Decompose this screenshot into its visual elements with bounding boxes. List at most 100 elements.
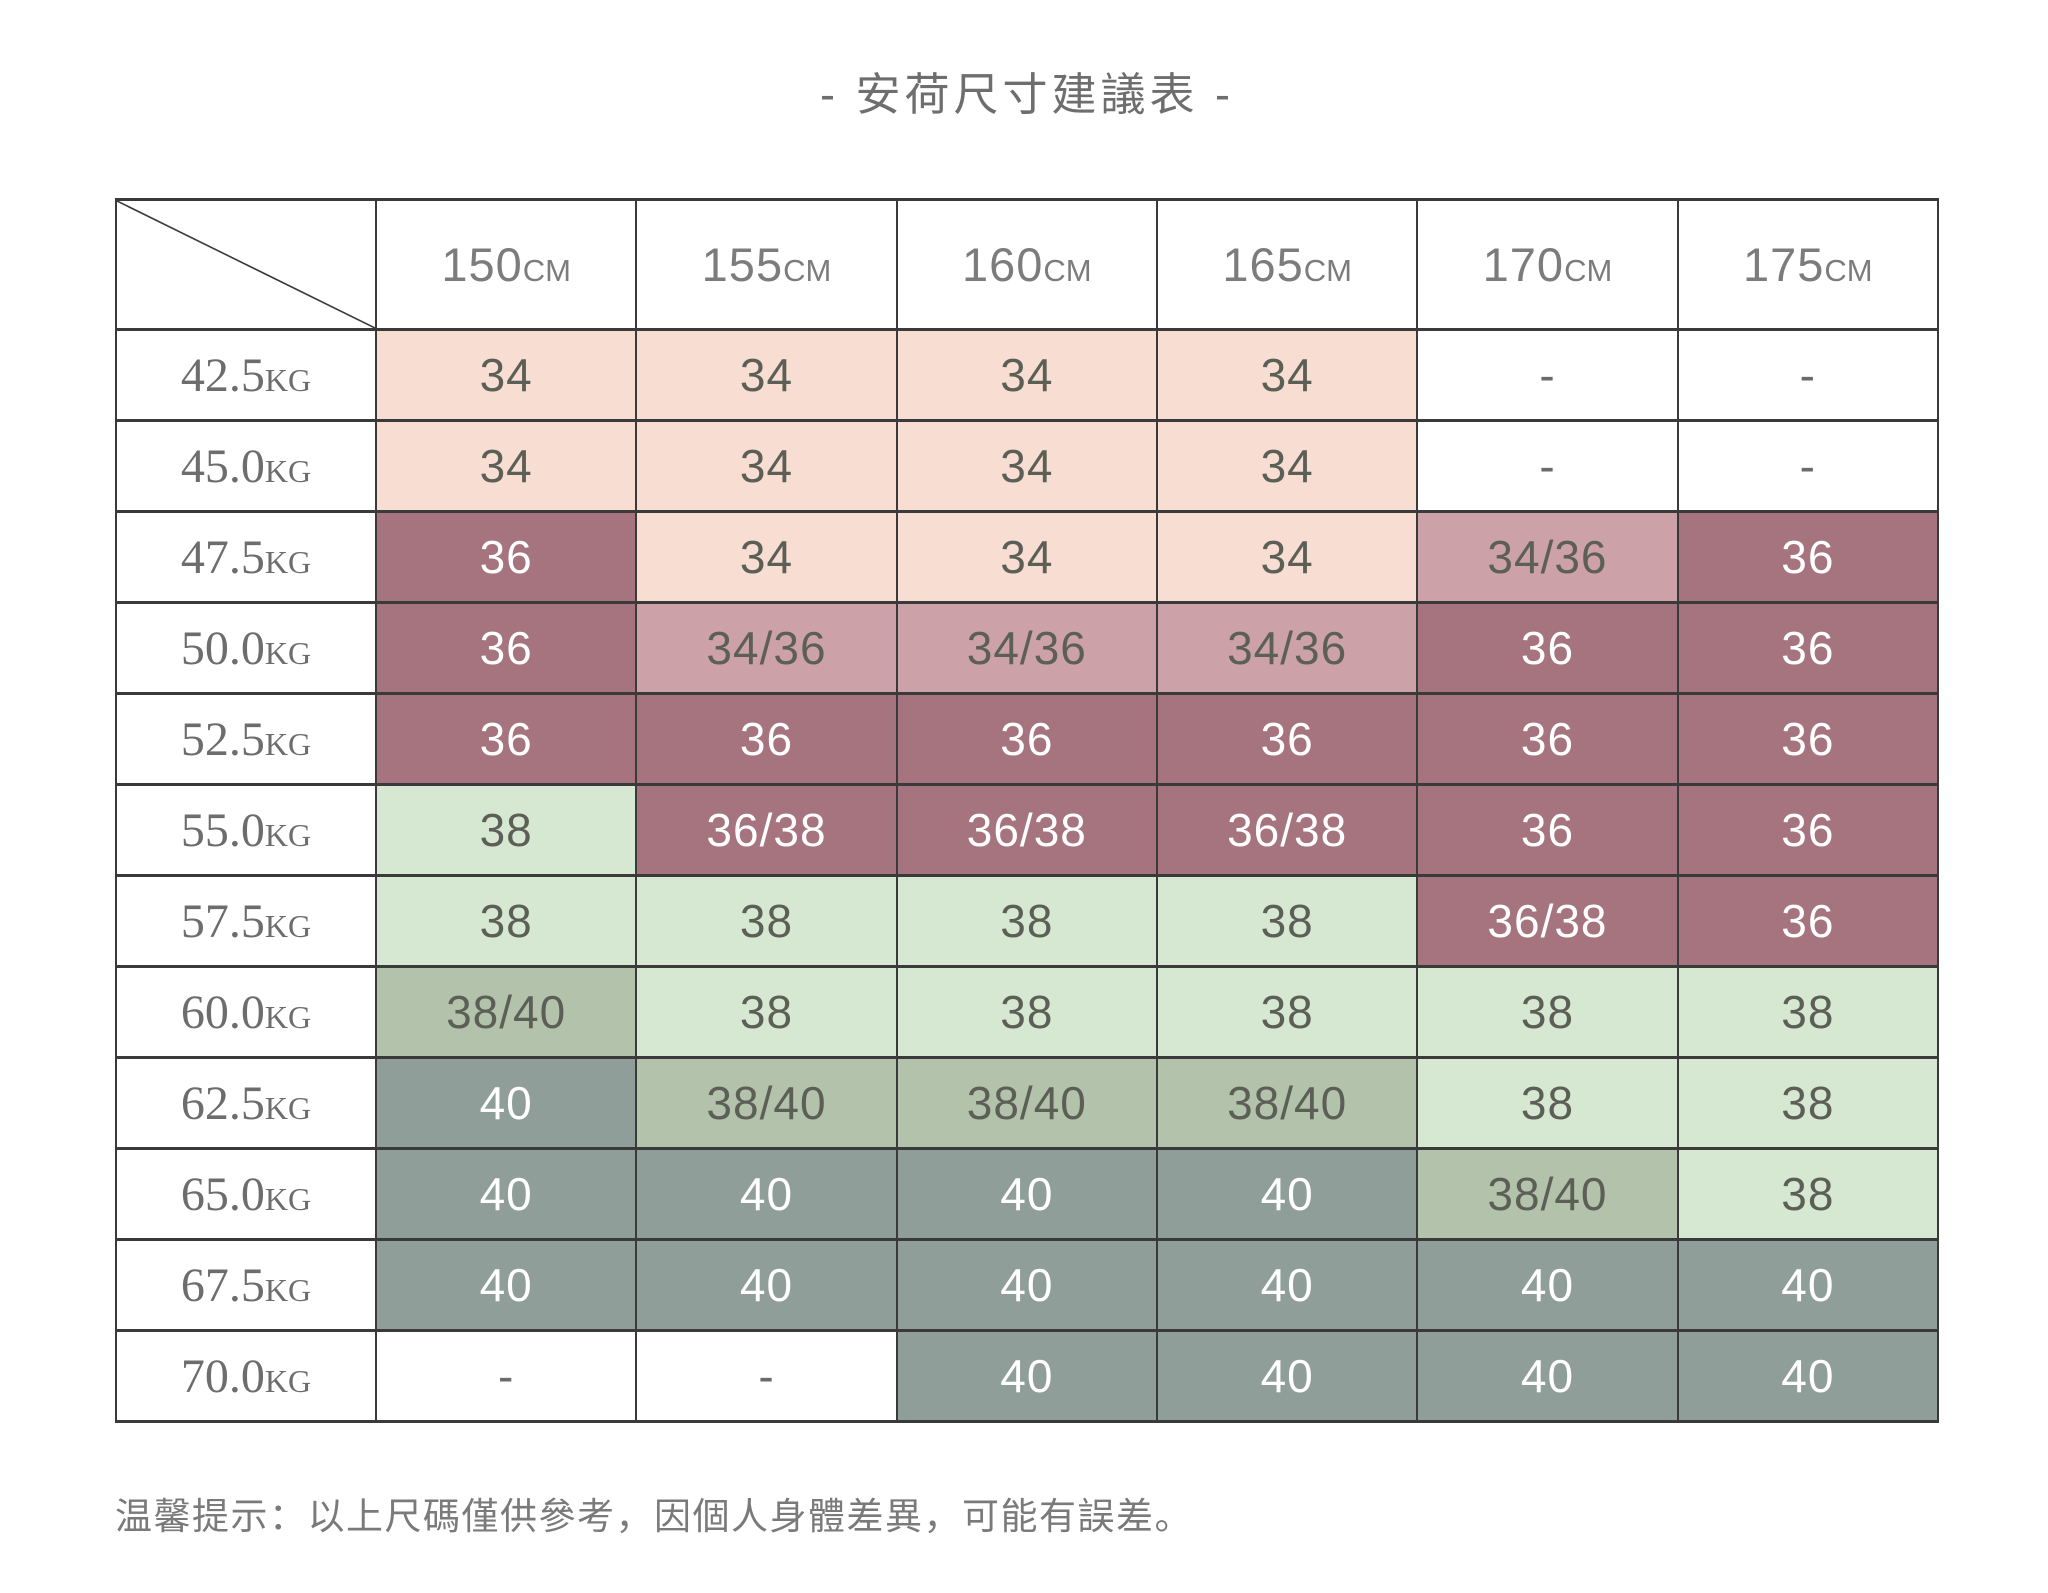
size-cell: 38 [895,874,1158,968]
size-cell: 34/36 [1155,601,1419,695]
table-row: 62.5KG 40 38/40 38/40 38/40 38 38 [115,1056,1940,1150]
size-cell: 38/40 [1155,1056,1419,1150]
size-cell: 38 [1676,1147,1940,1241]
table-row: 70.0KG - -40 40 40 40 [115,1329,1940,1423]
size-cell: 36 [1416,783,1679,877]
height-unit: CM [783,253,832,288]
size-cell: 36 [1676,783,1940,877]
height-value: 165 [1222,238,1304,291]
size-cell: 34/36 [895,601,1158,695]
size-cell: 38/40 [895,1056,1158,1150]
weight-unit: KG [264,1362,312,1399]
size-cell: 38 [1416,1056,1679,1150]
weight-row-header: 65.0KG [115,1147,377,1241]
size-cell: 40 [1155,1329,1419,1423]
size-cell: 40 [895,1238,1158,1332]
size-cell: - [374,1329,638,1423]
table-body: 42.5KG 34 34 34 34- -45.0KG 34 34 34 34- -47.5KG 36… [115,328,1940,1423]
size-cell: 34 [374,419,638,513]
size-cell: 38 [635,965,898,1059]
weight-value: 65.0 [180,1167,265,1221]
size-cell: 34 [635,419,898,513]
weight-value: 57.5 [180,894,265,948]
height-unit: CM [1564,253,1613,288]
size-cell: - [635,1329,898,1423]
weight-unit: KG [264,452,312,489]
size-cell: 34 [1155,328,1419,422]
weight-row-header: 52.5KG [115,692,377,786]
weight-value: 55.0 [180,803,265,857]
size-cell: 40 [374,1147,638,1241]
size-cell: 38 [1155,965,1419,1059]
size-cell: 38 [1416,965,1679,1059]
table-row: 47.5KG 36 34 34 34 34/36 36 [115,510,1940,604]
weight-unit: KG [264,816,312,853]
size-cell: 38 [1676,965,1940,1059]
size-cell: 38/40 [374,965,638,1059]
size-cell: 40 [895,1329,1158,1423]
size-cell: - [1676,419,1940,513]
height-column-header: 160CM [895,198,1158,331]
size-cell: 34 [895,510,1158,604]
size-cell: 36 [1416,601,1679,695]
weight-unit: KG [264,725,312,762]
size-cell: 34 [1155,510,1419,604]
height-value: 170 [1482,238,1565,291]
size-cell: 36 [1676,692,1940,786]
weight-value: 62.5 [180,1076,265,1130]
table-row: 42.5KG 34 34 34 34- - [115,328,1940,422]
diagonal-line-icon [117,201,375,328]
size-cell: 40 [635,1238,898,1332]
size-cell: 36/38 [1155,783,1419,877]
height-unit: CM [1824,253,1873,288]
weight-value: 47.5 [180,530,265,584]
size-cell: 36 [1676,874,1940,968]
height-value: 155 [701,238,784,291]
size-cell: - [1416,419,1679,513]
size-cell: 34/36 [1416,510,1679,604]
weight-row-header: 70.0KG [115,1329,377,1423]
size-cell: 36 [1416,692,1679,786]
height-unit: CM [522,253,571,288]
weight-value: 67.5 [180,1258,265,1312]
size-cell: 34 [635,328,898,422]
height-unit: CM [1303,253,1352,288]
size-cell: 40 [1155,1147,1419,1241]
weight-unit: KG [264,998,312,1035]
weight-row-header: 42.5KG [115,328,377,422]
size-cell: 34 [895,328,1158,422]
size-cell: 38/40 [1416,1147,1679,1241]
table-row: 67.5KG 40 40 40 40 40 40 [115,1238,1940,1332]
size-cell: 40 [374,1056,638,1150]
table-row: 45.0KG 34 34 34 34- - [115,419,1940,513]
size-cell: - [1416,328,1679,422]
weight-row-header: 60.0KG [115,965,377,1059]
size-cell: 40 [635,1147,898,1241]
weight-value: 52.5 [180,712,265,766]
size-cell: 36 [1676,510,1940,604]
page-title: - 安荷尺寸建議表 - [820,69,1234,120]
table-row: 52.5KG 36 36 36 36 36 36 [115,692,1940,786]
weight-row-header: 50.0KG [115,601,377,695]
size-cell: 36/38 [635,783,898,877]
size-cell: 36 [1155,692,1419,786]
table-row: 65.0KG 40 40 40 40 38/40 38 [115,1147,1940,1241]
size-cell: 34 [895,419,1158,513]
size-cell: 34 [635,510,898,604]
size-cell: 40 [1676,1238,1940,1332]
weight-row-header: 55.0KG [115,783,377,877]
size-cell: 38 [895,965,1158,1059]
size-cell: 36 [374,601,638,695]
header-row: 150CM 155CM 160CM 165CM 170CM 175CM [115,198,1940,331]
weight-unit: KG [264,634,312,671]
table-row: 57.5KG 38 38 38 38 36/38 36 [115,874,1940,968]
weight-row-header: 62.5KG [115,1056,377,1150]
table-row: 55.0KG 38 36/38 36/38 36/38 36 36 [115,783,1940,877]
height-value: 160 [962,238,1044,291]
size-cell: 38 [1676,1056,1940,1150]
weight-unit: KG [264,543,312,580]
size-cell: 34/36 [635,601,898,695]
corner-cell [115,198,377,331]
size-cell: 40 [1416,1329,1679,1423]
height-column-header: 165CM [1155,198,1419,331]
